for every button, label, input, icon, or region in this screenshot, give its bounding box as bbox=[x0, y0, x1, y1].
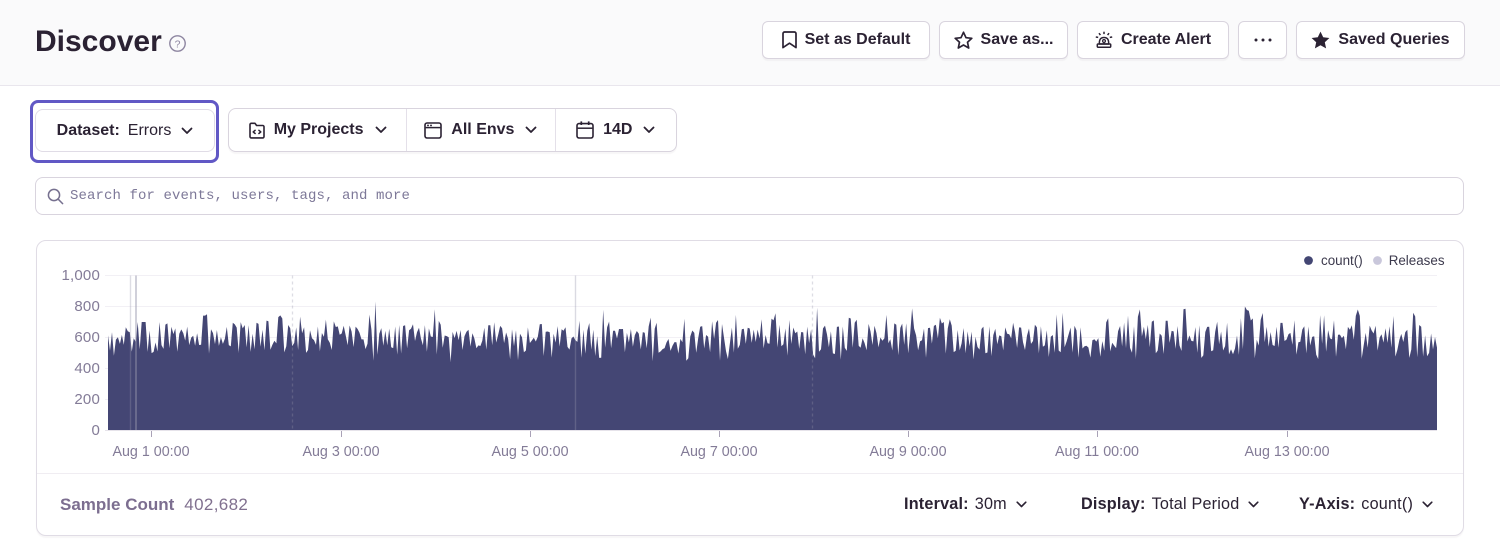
svg-text:0: 0 bbox=[91, 422, 100, 439]
svg-text:600: 600 bbox=[74, 329, 100, 346]
svg-text:Aug 5 00:00: Aug 5 00:00 bbox=[491, 444, 568, 460]
svg-text:1,000: 1,000 bbox=[61, 267, 100, 284]
svg-text:Aug 11 00:00: Aug 11 00:00 bbox=[1055, 444, 1139, 460]
svg-text:Aug 13 00:00: Aug 13 00:00 bbox=[1244, 444, 1329, 460]
svg-text:Aug 1 00:00: Aug 1 00:00 bbox=[112, 444, 189, 460]
svg-text:800: 800 bbox=[74, 298, 100, 315]
svg-text:?: ? bbox=[175, 38, 181, 50]
svg-text:Aug 3 00:00: Aug 3 00:00 bbox=[302, 444, 379, 460]
svg-text:400: 400 bbox=[74, 360, 100, 377]
svg-text:Aug 9 00:00: Aug 9 00:00 bbox=[869, 444, 946, 460]
svg-text:200: 200 bbox=[74, 391, 100, 408]
svg-text:Aug 7 00:00: Aug 7 00:00 bbox=[680, 444, 757, 460]
